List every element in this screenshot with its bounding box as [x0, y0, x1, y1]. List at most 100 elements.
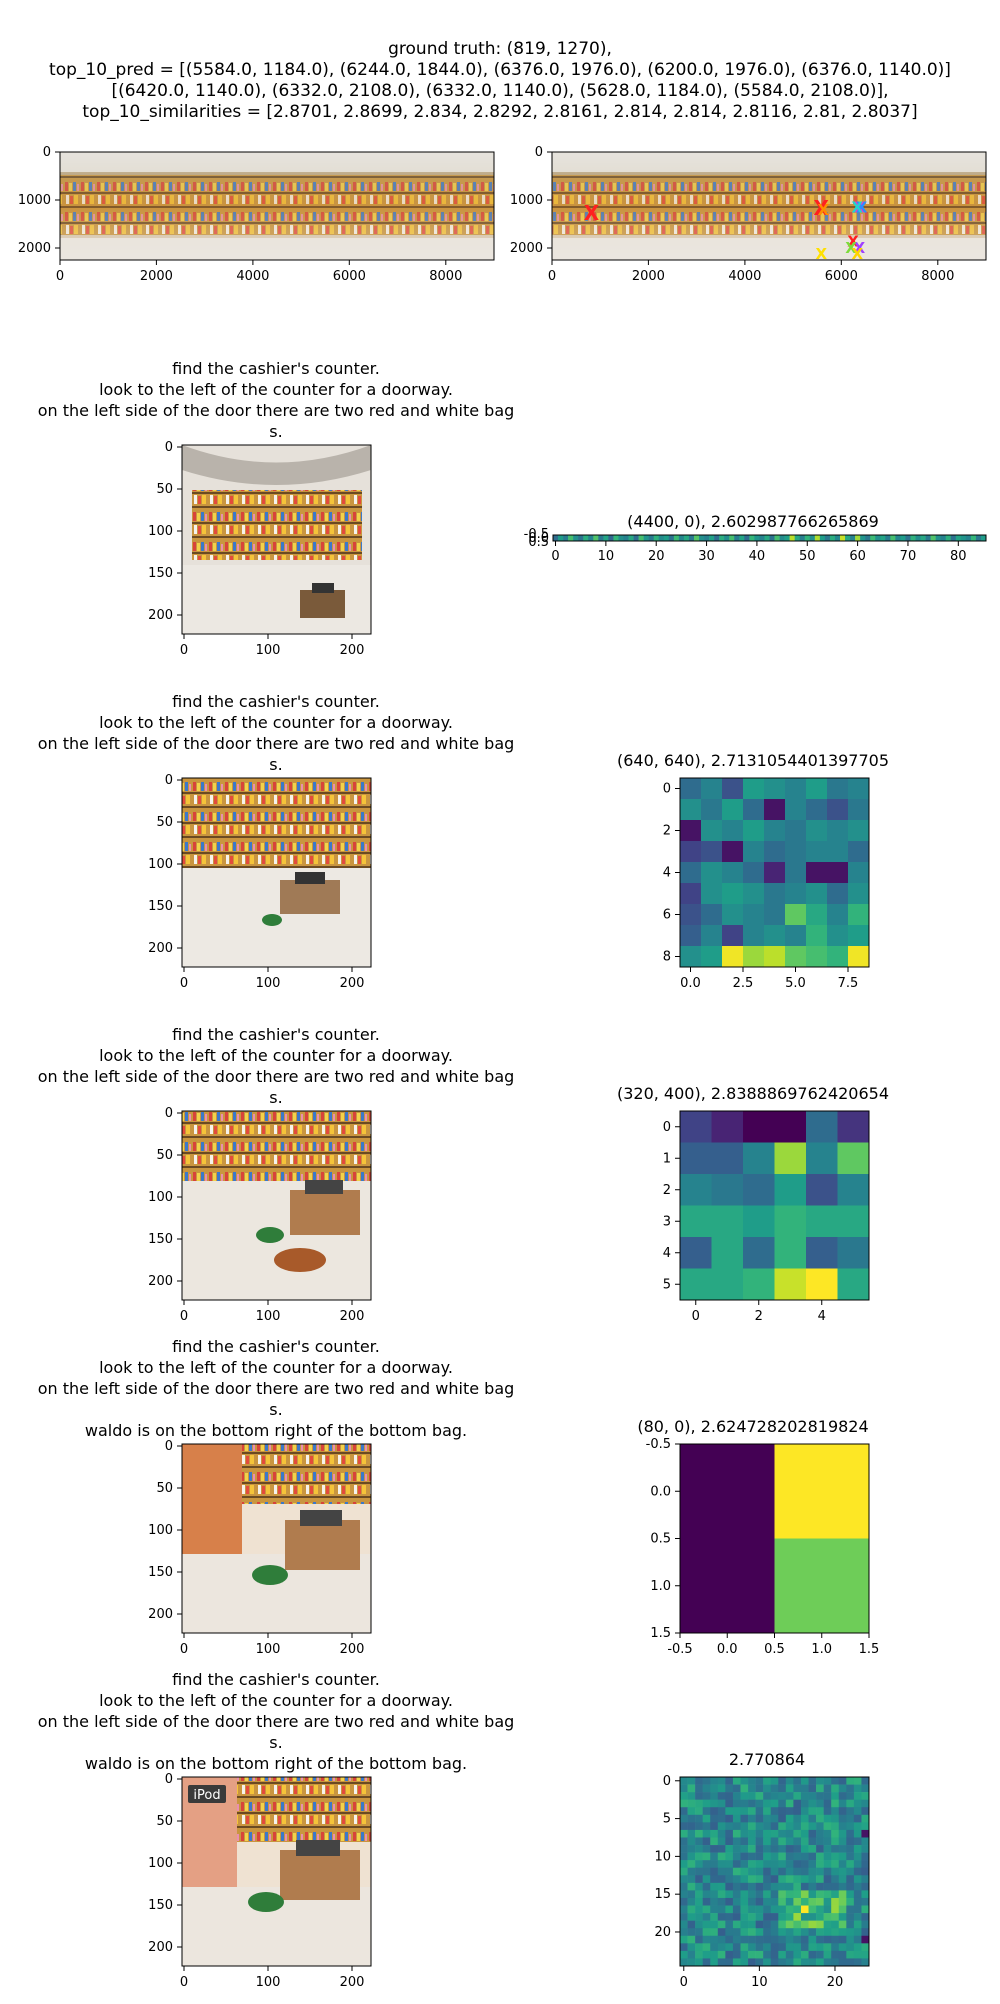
heatmap-cell [643, 535, 649, 542]
panorama-right-xaxis: 0 2000 4000 6000 8000 [548, 260, 954, 284]
heatmap-cell [680, 1237, 712, 1269]
heatmap-cell [695, 1928, 703, 1937]
heatmap-cell [711, 1237, 744, 1269]
heatmap-cell [764, 778, 786, 800]
heatmap-cell [748, 1799, 756, 1808]
heatmap-cell [710, 1829, 719, 1838]
heatmap-cell [808, 1890, 817, 1899]
heatmap-cell [717, 1799, 726, 1808]
heatmap-cell [748, 1829, 756, 1838]
heatmap-cell [764, 883, 786, 905]
heatmap-cell [793, 1784, 802, 1793]
heatmap-cell [710, 1935, 719, 1944]
caption-line: s. [269, 1088, 282, 1107]
tick-label: 15 [654, 1887, 671, 1902]
heatmap-cell [764, 820, 786, 842]
prediction-marker: X [815, 245, 827, 263]
heatmap-cell [687, 1928, 696, 1937]
heatmap-cell [853, 1807, 862, 1816]
heatmap-cell [846, 1890, 855, 1899]
heatmap-cell [785, 1897, 794, 1906]
heatmap-cell [774, 1268, 807, 1301]
heatmap-cell [774, 1205, 807, 1238]
heatmap-cell [695, 1875, 703, 1884]
heatmap-cell [763, 1905, 772, 1914]
heatmap-cell [754, 535, 760, 542]
heatmap-cell [763, 1807, 772, 1816]
heatmap-cell [658, 535, 665, 542]
heatmap-cell [770, 1920, 779, 1929]
heatmap-cell [827, 778, 849, 800]
heatmap-cell [710, 1799, 719, 1808]
y-tick-label: 50 [156, 1148, 173, 1163]
row-4: find the cashier's counter. look to the … [38, 1337, 880, 1657]
heatmap-cell [680, 1814, 688, 1823]
heatmap-cell [732, 1777, 741, 1785]
crop-axes: 0 50 100 150 200 0 100 200 [148, 440, 364, 658]
heatmap-cell [764, 946, 786, 968]
heatmap-cell [755, 1814, 764, 1823]
heatmap-cell [774, 1237, 807, 1269]
tick-label: 5.0 [785, 976, 806, 991]
heatmap-cell [848, 799, 870, 821]
heatmap-cell [725, 1814, 734, 1823]
heatmap-cell [695, 1829, 703, 1838]
tick-label: 1.0 [650, 1579, 671, 1594]
caption-line: waldo is on the bottom right of the bott… [85, 1754, 467, 1773]
heatmap-3 [679, 1110, 870, 1301]
heatmap-cell [800, 1897, 809, 1906]
heatmap-cell [853, 1897, 862, 1906]
heatmap-cell [900, 535, 906, 542]
x-tick-label: 2000 [140, 269, 173, 284]
heatmap-cell [778, 1852, 787, 1861]
heatmap-cell [770, 1799, 779, 1808]
panorama-right-yaxis: 0 1000 2000 [510, 145, 552, 256]
heatmap-cell [701, 883, 723, 905]
heatmap-cell [778, 1777, 787, 1785]
heatmap-cell [695, 1814, 703, 1823]
heatmap-cell [808, 1950, 817, 1959]
heatmap-cell [702, 1799, 711, 1808]
heatmap-cell [755, 1867, 764, 1876]
heatmap-cell [853, 1799, 862, 1808]
heatmap-5 [679, 1776, 870, 1967]
heatmap-cell [808, 1935, 817, 1944]
heatmap-cell [740, 1799, 749, 1808]
caption-line: find the cashier's counter. [172, 692, 380, 711]
heatmap-1 [552, 534, 987, 542]
heatmap-cell [846, 1784, 855, 1793]
heatmap-cell [823, 1799, 832, 1808]
heatmap-cell [732, 1935, 741, 1944]
heatmap-cell [725, 1875, 734, 1884]
heatmap-cell [680, 1867, 688, 1876]
heatmap-cell [920, 535, 926, 542]
heatmap-cell [717, 1822, 726, 1831]
heatmap-cell [823, 1837, 832, 1846]
caption-line: look to the left of the counter for a do… [99, 1046, 453, 1065]
heatmap-cell [774, 1111, 807, 1143]
heatmap-cell [748, 1860, 756, 1869]
heatmap-cell [861, 1837, 870, 1846]
heatmap-cell [695, 1913, 703, 1921]
heatmap-cell [823, 1920, 832, 1929]
heatmap-cell [800, 1792, 809, 1800]
heatmap-cell [717, 1784, 726, 1793]
heatmap-cell [722, 883, 744, 905]
heatmap-cell [785, 820, 807, 842]
heatmap-cell [806, 883, 828, 905]
heatmap-cell [853, 1920, 862, 1929]
heatmap-cell [743, 1174, 775, 1206]
row-1: find the cashier's counter. look to the … [38, 359, 987, 658]
heatmap-cell [846, 1958, 855, 1967]
heatmap-cell [748, 1875, 756, 1884]
heatmap-cell [774, 1174, 807, 1206]
heatmap-cell [800, 1882, 809, 1891]
heatmap-cell [680, 1943, 688, 1952]
crop-view-panel [181, 1110, 372, 1301]
top10-pred-line-2: [(6420.0, 1140.0), (6332.0, 2108.0), (63… [111, 81, 888, 101]
x-tick-label: 0 [180, 1642, 188, 1657]
heatmap-cell [800, 1875, 809, 1884]
y-tick-label: 50 [156, 1481, 173, 1496]
heatmap-cell [748, 1943, 756, 1952]
heatmap-cell [710, 1913, 719, 1921]
